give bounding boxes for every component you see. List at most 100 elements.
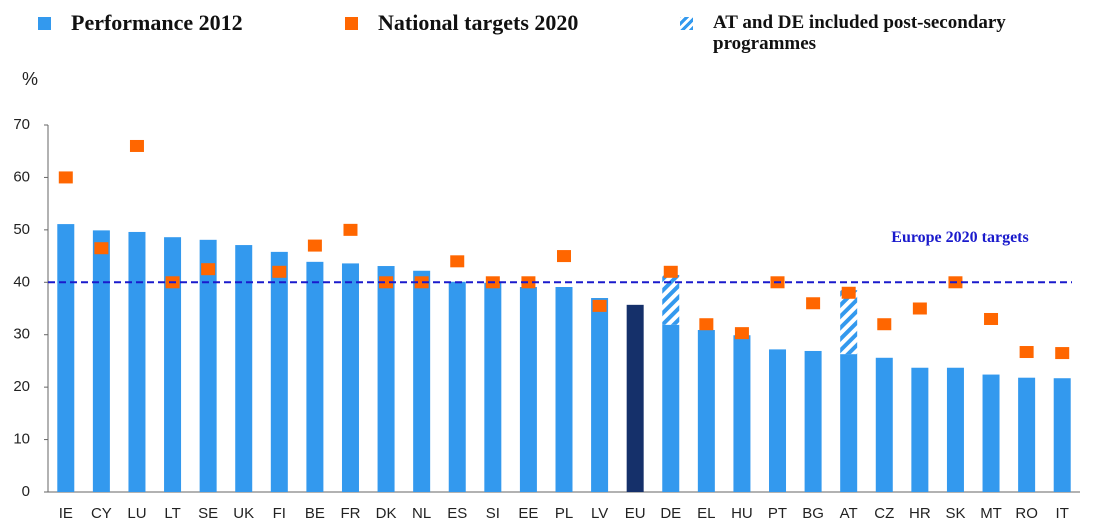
x-tick-label: AT (840, 505, 858, 522)
target-marker (734, 327, 749, 340)
bar (804, 350, 822, 492)
target-marker (379, 276, 394, 289)
y-tick-label: 20 (13, 378, 30, 395)
bar (591, 298, 609, 492)
target-marker (1019, 346, 1034, 359)
x-tick-label: UK (233, 505, 254, 522)
x-tick-label: RO (1015, 505, 1038, 522)
bar (555, 287, 573, 492)
bar (128, 231, 146, 492)
bar (946, 367, 964, 492)
legend-label: National targets 2020 (378, 10, 579, 35)
target-marker (877, 318, 892, 331)
target-marker (841, 286, 856, 299)
reference-label: Europe 2020 targets (891, 229, 1028, 246)
x-tick-label: ES (447, 505, 467, 522)
x-tick-label: FI (273, 505, 286, 522)
target-marker (663, 265, 678, 278)
target-marker (450, 255, 465, 268)
x-tick-label: PT (768, 505, 787, 522)
x-tick-label: SK (945, 505, 965, 522)
x-tick-label: BE (305, 505, 325, 522)
bar (697, 329, 715, 492)
x-tick-label: FR (340, 505, 360, 522)
bar (769, 349, 787, 492)
target-marker (94, 242, 109, 255)
x-tick-label: BG (802, 505, 824, 522)
y-tick-label: 40 (13, 273, 30, 290)
bar (57, 224, 75, 492)
x-tick-label: MT (980, 505, 1002, 522)
bar (377, 266, 395, 492)
x-tick-label: NL (412, 505, 431, 522)
hatched-bar-segment (840, 290, 858, 355)
bar (448, 281, 466, 492)
target-marker (592, 299, 607, 312)
bar (199, 239, 217, 492)
target-marker (58, 171, 73, 184)
x-tick-label: DE (660, 505, 681, 522)
hatched-bar-segment (662, 274, 680, 325)
legend-label: Performance 2012 (71, 10, 243, 35)
x-tick-label: CY (91, 505, 112, 522)
legend-swatch (38, 17, 51, 30)
x-tick-label: DK (376, 505, 397, 522)
target-marker (307, 239, 322, 252)
bar (733, 335, 751, 492)
target-marker (1055, 347, 1070, 360)
target-marker (912, 302, 927, 315)
bar (341, 263, 359, 492)
x-tick-label: SI (486, 505, 500, 522)
y-tick-label: 10 (13, 431, 30, 448)
bar (911, 367, 929, 492)
y-tick-label: 70 (13, 116, 30, 133)
x-tick-label: IE (59, 505, 73, 522)
bar (1018, 377, 1036, 492)
x-tick-label: IT (1056, 505, 1069, 522)
y-tick-label: 0 (22, 483, 30, 500)
bar (1053, 378, 1071, 492)
bar (662, 324, 680, 492)
bar (840, 354, 858, 492)
x-tick-label: CZ (874, 505, 894, 522)
bar (413, 270, 431, 492)
bar (270, 251, 288, 492)
x-tick-label: PL (555, 505, 573, 522)
legend-swatch (345, 17, 358, 30)
bar (519, 287, 537, 492)
y-axis-label: % (22, 69, 38, 89)
x-tick-label: LV (591, 505, 608, 522)
target-marker (343, 223, 358, 236)
bar (235, 245, 253, 492)
bar (875, 357, 893, 492)
x-tick-label: EL (697, 505, 715, 522)
target-marker (414, 276, 429, 289)
target-marker (201, 263, 216, 276)
target-marker (129, 139, 144, 152)
target-marker (521, 276, 536, 289)
target-marker (557, 250, 571, 263)
x-tick-label: HU (731, 505, 753, 522)
target-marker (699, 318, 714, 331)
x-tick-label: SE (198, 505, 218, 522)
x-tick-label: EE (518, 505, 538, 522)
bar (92, 230, 110, 493)
bar (484, 282, 502, 492)
bar (982, 374, 1000, 492)
x-tick-label: LU (127, 505, 146, 522)
bar (626, 304, 644, 492)
y-tick-label: 60 (13, 168, 30, 185)
legend-label: AT and DE included post-secondary progra… (713, 12, 1006, 54)
x-tick-label: LT (164, 505, 180, 522)
x-tick-label: HR (909, 505, 931, 522)
legend-swatch (680, 17, 693, 30)
bar (164, 237, 182, 492)
target-marker (806, 297, 821, 310)
y-tick-label: 50 (13, 221, 30, 238)
target-marker (984, 312, 999, 325)
bar (306, 261, 324, 492)
y-tick-label: 30 (13, 326, 30, 343)
x-tick-label: EU (625, 505, 646, 522)
